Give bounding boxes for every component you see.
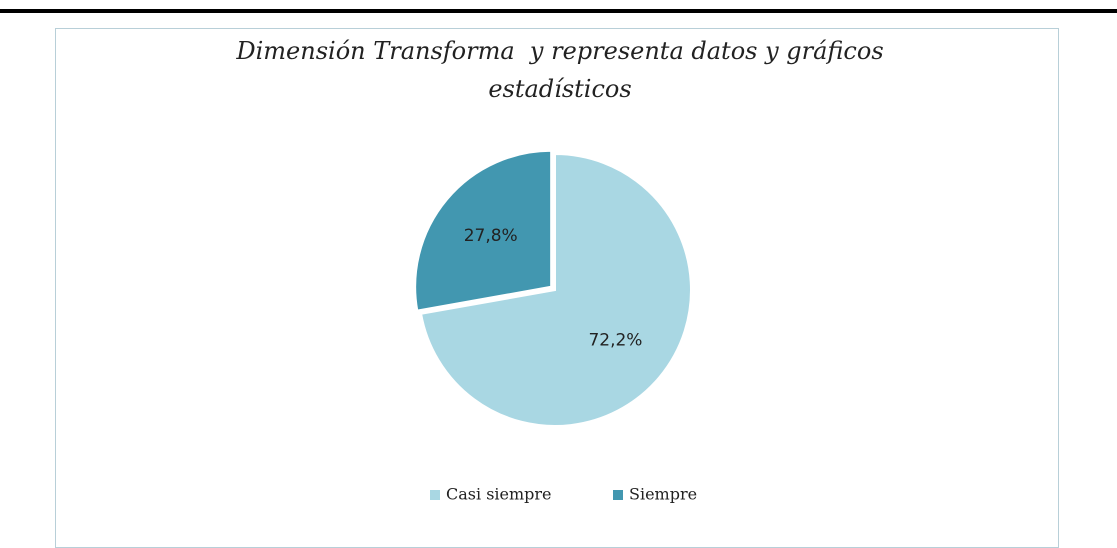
pie-slice (414, 149, 553, 312)
top-rule (0, 9, 1117, 13)
data-label: 27,8% (464, 226, 518, 246)
pie-slice (419, 152, 692, 427)
legend-swatch (613, 490, 623, 500)
page: Dimensión Transforma y representa datos … (0, 9, 1117, 548)
data-label: 72,2% (588, 331, 642, 351)
chart-title: Dimensión Transforma y representa datos … (236, 37, 892, 103)
chart: 72,2% 27,8% Casi siempre Siempre (414, 149, 697, 504)
legend-swatch (430, 490, 440, 500)
legend-label: Siempre (629, 485, 697, 504)
legend-label: Casi siempre (446, 485, 552, 504)
